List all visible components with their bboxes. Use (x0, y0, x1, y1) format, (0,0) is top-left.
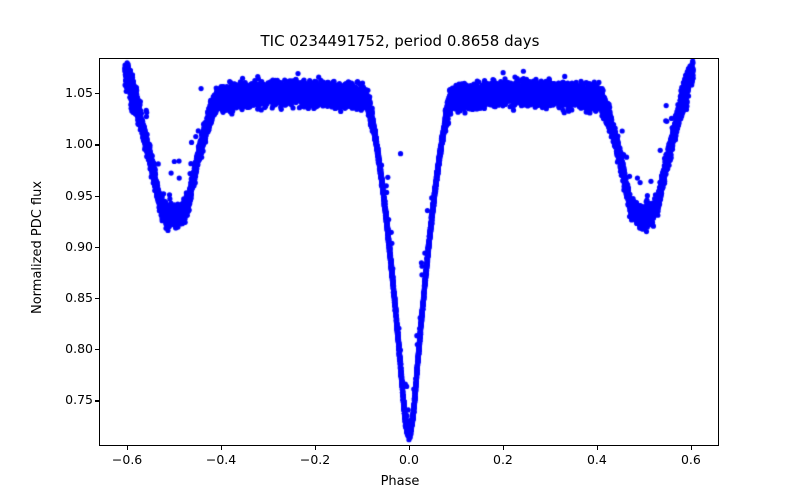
x-tick-mark (409, 446, 411, 450)
y-tick-mark (95, 400, 99, 402)
scatter-data-layer (100, 59, 718, 445)
x-tick-mark (315, 446, 317, 450)
y-tick-label: 1.00 (65, 136, 93, 152)
y-tick-label: 0.90 (65, 238, 93, 254)
x-tick-label: −0.4 (205, 452, 237, 467)
y-tick-mark (95, 298, 99, 300)
y-tick-mark (95, 349, 99, 351)
y-tick-label: 0.85 (65, 290, 93, 306)
y-tick-label: 0.80 (65, 341, 93, 357)
x-tick-mark (127, 446, 129, 450)
x-tick-label: 0.4 (586, 452, 607, 467)
x-tick-label: −0.6 (111, 452, 143, 467)
x-tick-mark (596, 446, 599, 450)
y-tick-label: 1.05 (65, 85, 93, 101)
x-tick-mark (690, 446, 692, 450)
x-tick-mark (221, 446, 223, 450)
x-tick-label: −0.2 (299, 452, 331, 467)
x-tick-label: 0.2 (493, 452, 513, 467)
page-title: TIC 0234491752, period 0.8658 days (260, 32, 540, 50)
y-tick-label: 0.95 (65, 187, 93, 203)
plot-axes (99, 58, 719, 446)
x-tick-label: 0.6 (680, 452, 701, 467)
x-tick-label: 0.0 (399, 452, 419, 467)
y-tick-mark (95, 93, 99, 95)
y-axis-label: Normalized PDC flux (30, 180, 45, 314)
x-axis-label: Phase (380, 474, 420, 489)
y-tick-label: 0.75 (65, 392, 93, 408)
y-tick-mark (95, 246, 99, 248)
y-tick-mark (95, 144, 99, 146)
y-tick-mark (95, 195, 99, 197)
x-tick-mark (502, 446, 505, 450)
